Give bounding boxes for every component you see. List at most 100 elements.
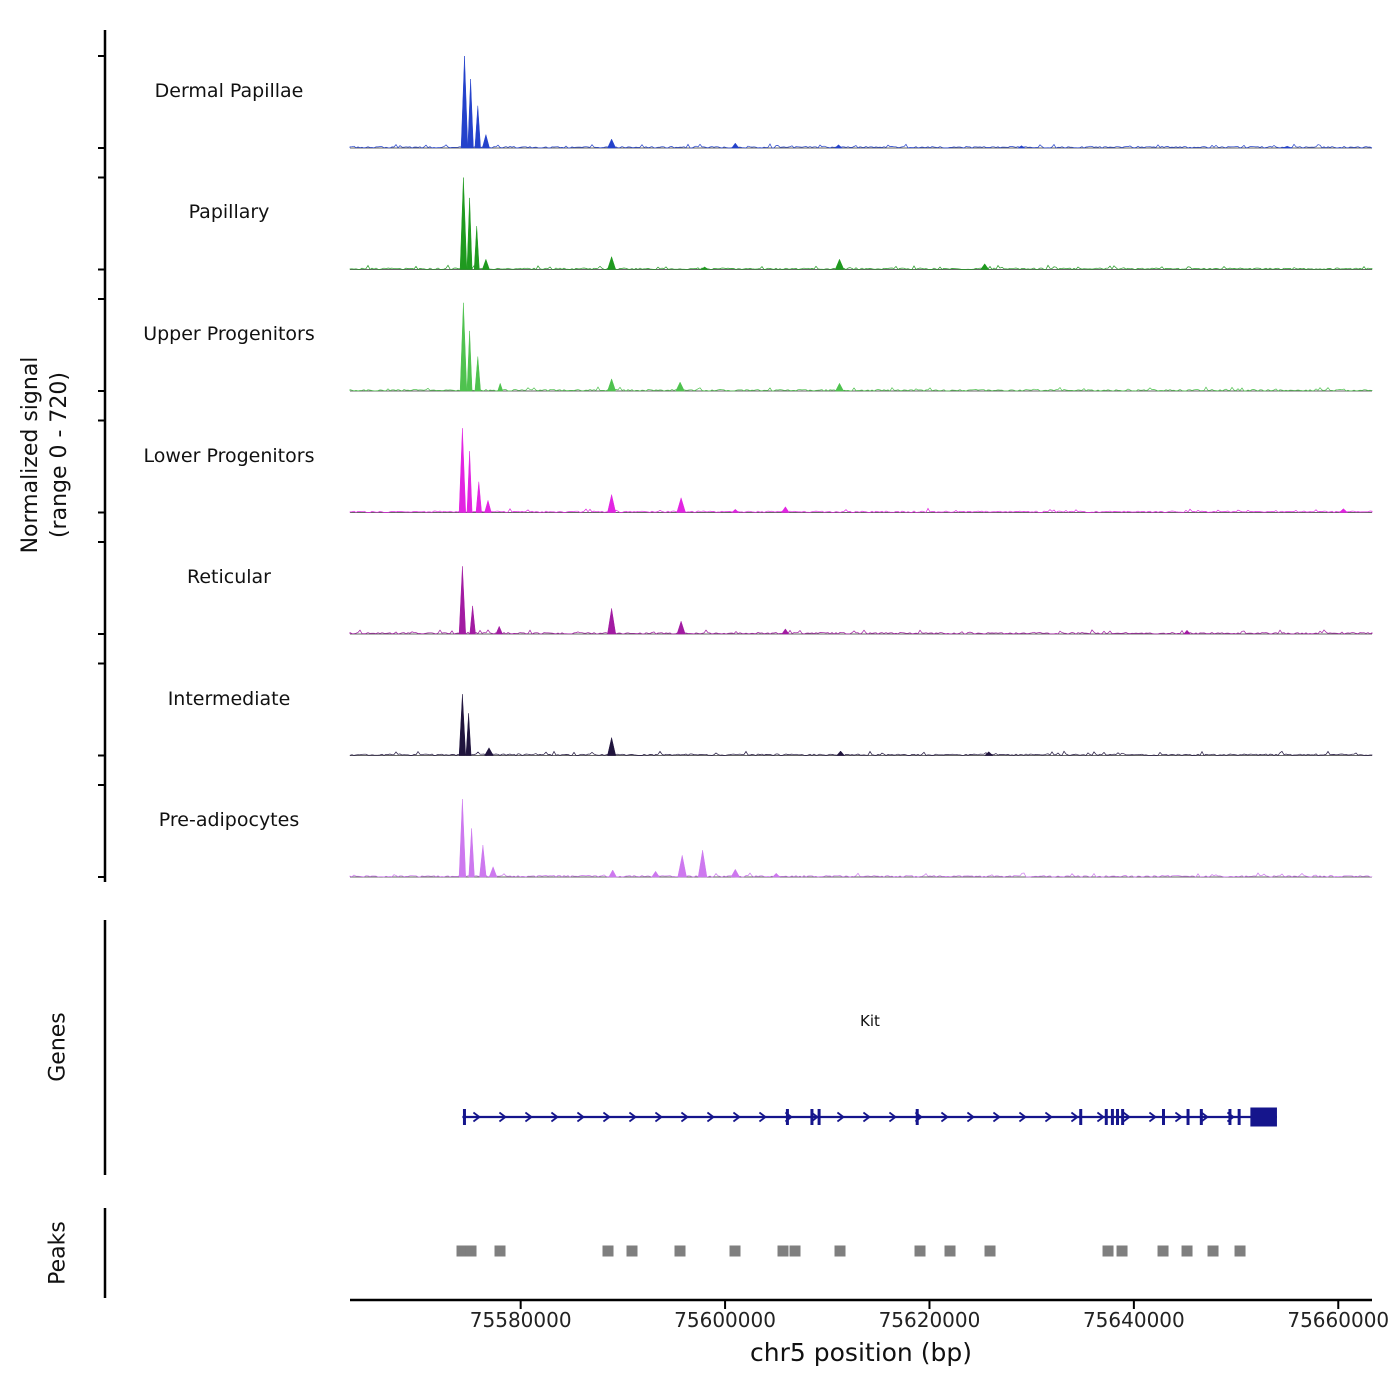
gene-strand-arrow-icon [654, 1111, 663, 1123]
signal-noise-trace [349, 629, 1373, 635]
gene-strand-arrow-icon [498, 1111, 507, 1123]
signal-peak [495, 625, 503, 635]
peak-region [984, 1245, 996, 1257]
peaks-section-label: Peaks [45, 1221, 71, 1285]
signal-peak [781, 628, 790, 635]
gene-strand-arrow-icon [1044, 1111, 1053, 1123]
gene-strand-arrow-icon [472, 1111, 481, 1123]
signal-peak [459, 177, 468, 270]
gene-strand-arrow-icon [992, 1111, 1001, 1123]
y-axis-label: Normalized signal (range 0 - 720) [16, 245, 74, 665]
gene-strand-arrow-icon [940, 1111, 949, 1123]
signal-noise-trace [349, 872, 1373, 878]
peak-region [1181, 1245, 1193, 1257]
x-axis-tick-label: 75600000 [674, 1308, 776, 1332]
signal-peak [835, 382, 845, 392]
gene-strand-arrow-icon [524, 1111, 533, 1123]
signal-peak [607, 378, 617, 392]
signal-peak [459, 302, 468, 392]
signal-peak [607, 494, 617, 513]
signal-peak [834, 258, 845, 270]
signal-peak [474, 105, 481, 149]
signal-peak [465, 713, 472, 756]
peak-region [1157, 1245, 1169, 1257]
signal-peak [497, 382, 504, 392]
signal-peak [1017, 145, 1026, 149]
peak-region [674, 1245, 686, 1257]
signal-peak [475, 481, 482, 513]
signal-peak [458, 694, 466, 756]
signal-peak [730, 868, 741, 878]
signal-peak [607, 737, 617, 756]
track-label-intermediate: Intermediate [167, 688, 291, 710]
signal-peak [676, 496, 686, 513]
signal-peak [772, 872, 781, 878]
signal-peak [481, 133, 490, 149]
signal-peak [731, 142, 740, 149]
signal-peak [468, 828, 475, 878]
signal-peak [700, 266, 709, 270]
signal-peak [469, 605, 476, 635]
peak-region [602, 1245, 614, 1257]
gene-strand-arrow-icon [576, 1111, 585, 1123]
signal-noise-trace [349, 507, 1373, 513]
signal-peak [677, 855, 687, 878]
signal-peak [467, 78, 474, 149]
peak-region [777, 1245, 789, 1257]
gene-terminal-exon [1250, 1107, 1277, 1127]
gene-name-label: Kit [860, 1012, 880, 1030]
signal-peak [481, 258, 490, 270]
gene-strand-arrow-icon [1070, 1111, 1079, 1123]
gene-strand-arrow-icon [1122, 1111, 1131, 1123]
signal-peak [675, 381, 685, 392]
gene-strand-arrow-icon [1200, 1111, 1209, 1123]
peak-region [834, 1245, 846, 1257]
signal-peak [466, 197, 473, 270]
signal-peak [651, 870, 660, 878]
gene-strand-arrow-icon [862, 1111, 871, 1123]
peak-region [1102, 1245, 1114, 1257]
gene-strand-arrow-icon [1096, 1111, 1105, 1123]
gene-strand-arrow-icon [550, 1111, 559, 1123]
signal-peak [473, 226, 480, 270]
gene-strand-arrow-icon [888, 1111, 897, 1123]
signal-peak [474, 356, 481, 392]
x-axis-title: chr5 position (bp) [750, 1338, 972, 1367]
peak-region [914, 1245, 926, 1257]
gene-strand-arrow-icon [706, 1111, 715, 1123]
peak-region [494, 1245, 506, 1257]
signal-peak [676, 620, 686, 635]
signal-peak [608, 869, 617, 878]
x-axis-tick-label: 75660000 [1287, 1308, 1390, 1332]
track-label-papillary: Papillary [188, 201, 270, 223]
peak-region [944, 1245, 956, 1257]
signal-peak [479, 845, 487, 878]
x-axis-tick-label: 75620000 [878, 1308, 981, 1332]
signal-peak [488, 866, 498, 878]
signal-peak [458, 428, 466, 513]
signal-peak [984, 751, 994, 756]
signal-peak [607, 138, 617, 149]
signal-peak [1338, 508, 1349, 513]
gene-strand-arrow-icon [836, 1111, 845, 1123]
signal-noise-trace [349, 143, 1373, 149]
signal-noise-trace [349, 750, 1373, 756]
peak-region [1116, 1245, 1128, 1257]
signal-peak [460, 55, 469, 149]
signal-peak [607, 255, 617, 270]
gene-strand-arrow-icon [966, 1111, 975, 1123]
signal-peak [607, 608, 616, 635]
signal-peak [836, 750, 845, 756]
peak-region [465, 1245, 477, 1257]
track-label-upper-progenitors: Upper Progenitors [143, 323, 315, 345]
track-label-pre-adipocytes: Pre-adipocytes [158, 809, 300, 831]
x-axis-tick-label: 75580000 [469, 1308, 572, 1332]
gene-strand-arrow-icon [680, 1111, 689, 1123]
signal-peak [1183, 629, 1191, 635]
gene-strand-arrow-icon [602, 1111, 611, 1123]
signal-noise-trace [349, 386, 1373, 392]
signal-peak [484, 747, 494, 756]
x-axis-tick-label: 75640000 [1082, 1308, 1185, 1332]
y-axis-label-line2: (range 0 - 720) [47, 371, 72, 539]
